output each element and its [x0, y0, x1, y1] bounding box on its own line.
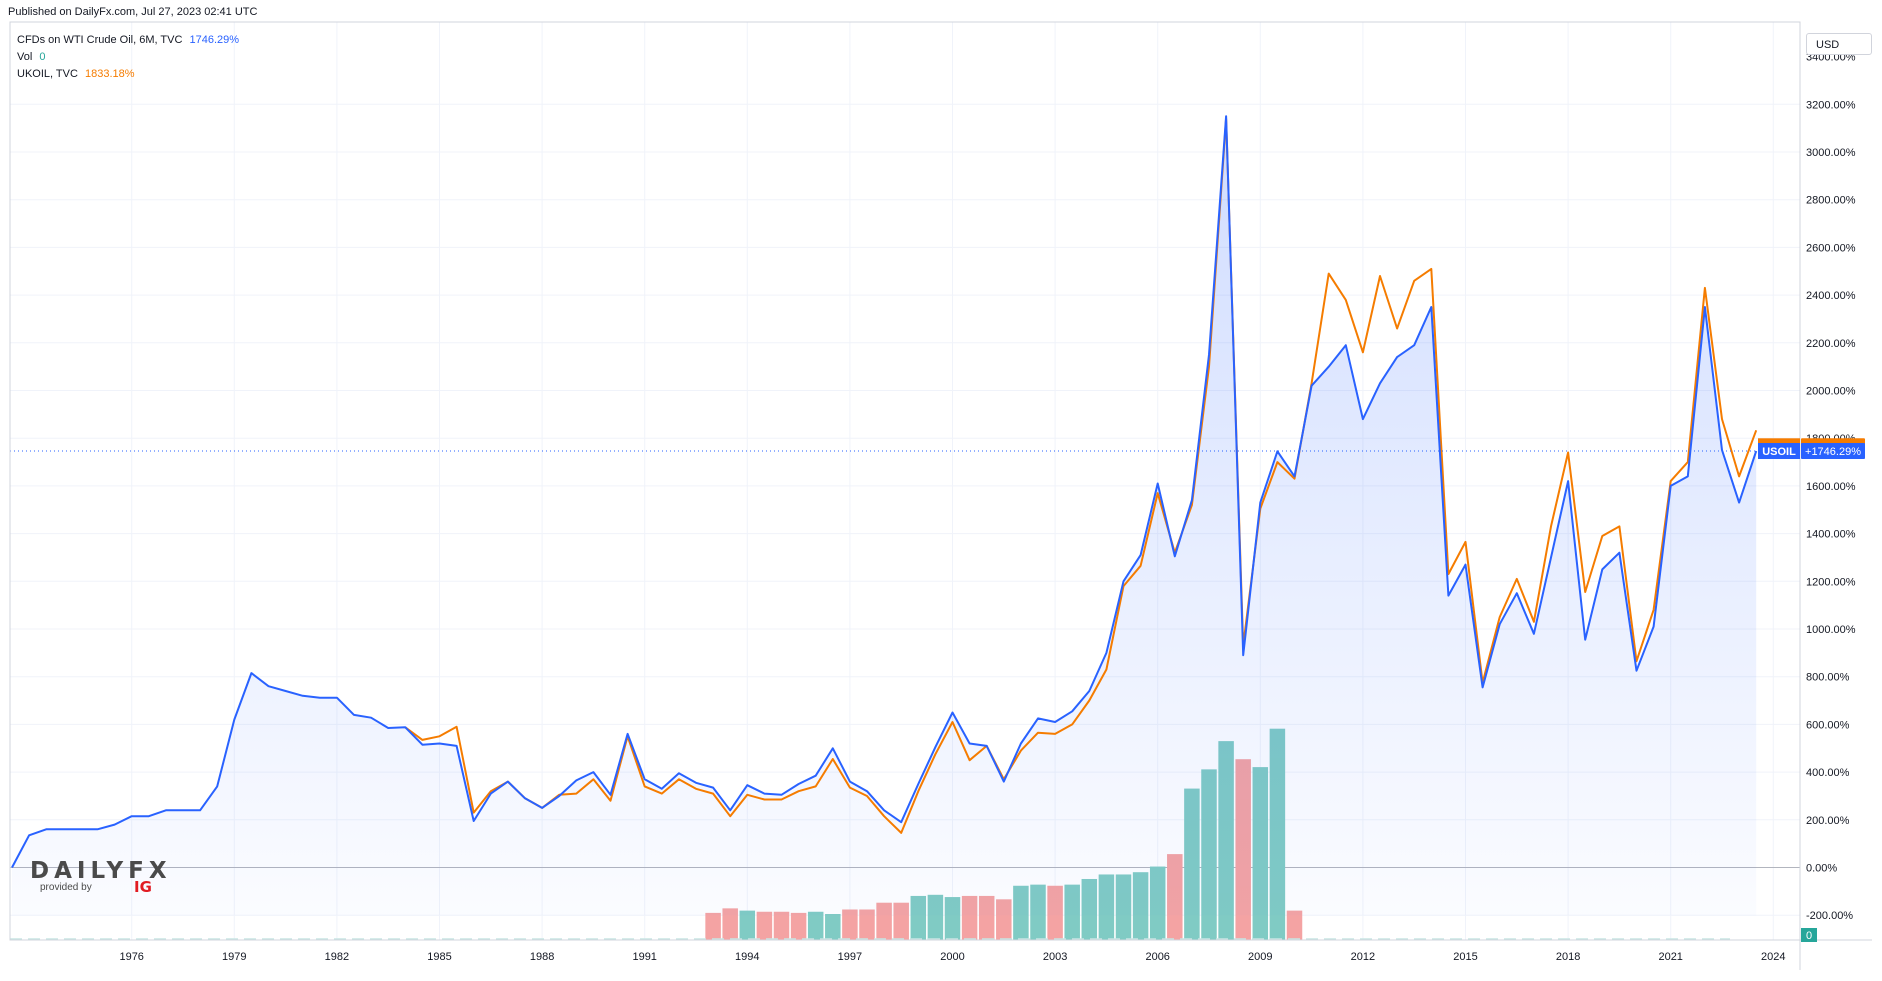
x-tick-label: 1976 — [119, 951, 143, 963]
legend-volume-value: 0 — [39, 51, 46, 63]
axes: -200.00% 0.00% 200.00% 400.00% 600.00% 800.00… — [9, 21, 1872, 970]
y-tick-label: 1400.00% — [1806, 529, 1856, 541]
volume-bar — [790, 912, 807, 940]
logo-provided-by: provided by — [40, 882, 92, 893]
grid — [10, 22, 1800, 940]
volume-value-tag — [1801, 928, 1817, 942]
ig-logo: IG — [134, 878, 152, 896]
x-tick-label: 2021 — [1658, 951, 1682, 963]
volume-bar — [756, 911, 773, 940]
x-tick-label: 2009 — [1248, 951, 1272, 963]
x-tick-label: 1985 — [427, 951, 451, 963]
y-tick-label: 2800.00% — [1806, 195, 1856, 207]
usoil-value-tag — [1801, 443, 1865, 460]
x-tick-label: 1994 — [735, 951, 759, 963]
dailyfx-logo: DAILYFX — [30, 858, 172, 884]
legend-ukoil-value: 1833.18% — [85, 68, 135, 80]
usoil-name-tag — [1758, 443, 1800, 460]
legend-usoil[interactable]: CFDs on WTI Crude Oil, 6M, TVC 1746.29% — [17, 34, 243, 46]
x-tick-label: 1982 — [325, 951, 349, 963]
usoil-line — [11, 115, 1758, 868]
y-tick-label: 200.00% — [1806, 815, 1850, 827]
volume-bar — [825, 914, 841, 940]
x-tick-label: 1979 — [222, 951, 246, 963]
x-tick-label: 1988 — [530, 951, 554, 963]
legend-ukoil[interactable]: UKOIL, TVC 1833.18% — [17, 68, 139, 80]
legend-volume-name: Vol — [17, 51, 33, 63]
published-note: Published on DailyFx.com, Jul 27, 2023 0… — [8, 6, 258, 18]
volume-bar — [1286, 910, 1303, 940]
usoil-value-label: +1746.29% — [1805, 446, 1861, 458]
volume-bar — [705, 912, 721, 940]
legend-volume[interactable]: Vol 0 — [17, 51, 49, 63]
legend-ukoil-name: UKOIL, TVC — [17, 68, 78, 80]
x-tick-label: 2000 — [940, 951, 964, 963]
x-tick-label: 2012 — [1351, 951, 1375, 963]
y-tick-label: 2600.00% — [1806, 242, 1856, 254]
volume-bar — [773, 911, 790, 940]
ukoil-line — [404, 117, 1758, 834]
y-tick-label: 3200.00% — [1806, 99, 1856, 111]
x-tick-label: 1991 — [632, 951, 656, 963]
usoil-area-fill — [12, 116, 1757, 916]
y-tick-label: 400.00% — [1806, 767, 1850, 779]
volume-value-label: 0 — [1806, 930, 1812, 942]
x-tick-label: 2003 — [1043, 951, 1067, 963]
usoil-area — [12, 116, 1757, 916]
volume-bar — [739, 910, 756, 940]
series-lines — [10, 115, 1800, 868]
y-tick-label: 1200.00% — [1806, 576, 1856, 588]
x-tick-label: 2018 — [1556, 951, 1580, 963]
currency-button[interactable]: USD — [1806, 33, 1872, 55]
y-tick-label: 0.00% — [1806, 863, 1837, 875]
y-tick-label: 1000.00% — [1806, 624, 1856, 636]
legend-usoil-value: 1746.29% — [189, 34, 240, 46]
x-tick-label: 2006 — [1145, 951, 1169, 963]
x-tick-label: 1997 — [838, 951, 862, 963]
usoil-name-label: USOIL — [1762, 446, 1796, 458]
y-tick-label: 3000.00% — [1806, 147, 1856, 159]
y-tick-label: 2000.00% — [1806, 386, 1856, 398]
y-tick-label: 600.00% — [1806, 719, 1850, 731]
y-tick-label: 1600.00% — [1806, 481, 1856, 493]
volume-bar — [859, 909, 875, 940]
y-tick-label: -200.00% — [1806, 910, 1853, 922]
volume-bar — [807, 911, 824, 940]
volume-bar — [842, 909, 858, 940]
legend-usoil-name: CFDs on WTI Crude Oil, 6M, TVC — [17, 34, 183, 46]
volume-bar — [722, 908, 738, 940]
y-tick-label: 800.00% — [1806, 672, 1850, 684]
y-tick-label: 2400.00% — [1806, 290, 1856, 302]
x-tick-label: 2015 — [1453, 951, 1477, 963]
x-tick-label: 2024 — [1761, 951, 1785, 963]
price-labels: UKOIL+1833.18%USOIL+1746.29%0 — [1758, 438, 1865, 942]
y-tick-label: 2200.00% — [1806, 338, 1856, 350]
